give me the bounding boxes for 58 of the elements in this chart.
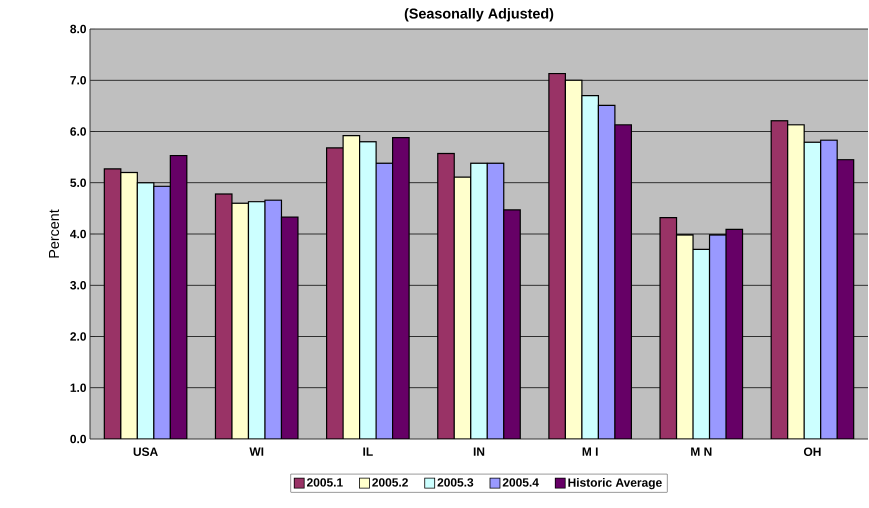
legend-label: 2005.3: [438, 478, 474, 487]
bar: [392, 137, 410, 439]
y-tick-label: 5.0: [70, 178, 86, 187]
bar: [804, 142, 822, 439]
y-tick-label: 7.0: [70, 76, 86, 84]
bar: [676, 234, 694, 439]
bar: [503, 209, 521, 439]
bar: [153, 186, 171, 439]
y-tick-label: 0.0: [70, 434, 86, 444]
chart-title: (Seasonally Adjusted): [404, 8, 554, 22]
bar: [120, 172, 138, 439]
bar: [342, 135, 360, 439]
x-tick-label: IL: [363, 448, 373, 456]
bar: [614, 124, 632, 439]
bar: [104, 168, 122, 439]
bar: [692, 248, 710, 439]
x-tick-label: USA: [134, 448, 158, 456]
bar: [231, 202, 250, 439]
bar: [548, 72, 566, 439]
bar: [581, 95, 599, 439]
y-tick-label: 3.0: [70, 281, 86, 290]
x-tick-label: OH: [804, 448, 821, 456]
legend-label: 2005.2: [372, 478, 408, 487]
bar: [214, 193, 233, 439]
y-axis-title: Percent: [49, 209, 60, 258]
bar: [454, 176, 472, 439]
bar: [170, 154, 188, 439]
bar: [359, 141, 377, 439]
bar: [470, 162, 488, 439]
legend-label: 2005.4: [502, 478, 539, 487]
bar: [248, 201, 266, 439]
bar: [376, 162, 394, 439]
bar: [659, 217, 678, 439]
x-tick-label: M N: [691, 448, 712, 456]
x-tick-label: M I: [582, 448, 598, 456]
y-tick-label: 6.0: [70, 127, 86, 136]
bar: [836, 159, 854, 439]
bar: [136, 182, 154, 439]
bar: [598, 104, 616, 439]
x-tick-label: IN: [474, 448, 484, 456]
bar: [280, 216, 299, 439]
x-tick-label: WI: [249, 448, 264, 456]
bar: [708, 234, 727, 439]
legend-label: 2005.1: [307, 478, 343, 487]
bar: [820, 140, 838, 439]
bar: [787, 124, 805, 439]
bar: [725, 228, 744, 439]
y-tick-label: 8.0: [70, 24, 86, 34]
bar: [437, 152, 455, 439]
bar: [770, 120, 788, 439]
legend-label: Historic Average: [568, 478, 662, 490]
bar: [564, 80, 582, 439]
y-tick-label: 1.0: [70, 384, 86, 392]
bar: [264, 200, 282, 439]
bar: [326, 147, 344, 439]
y-tick-label: 4.0: [70, 230, 86, 238]
bar: [486, 162, 504, 439]
y-tick-label: 2.0: [70, 332, 86, 341]
